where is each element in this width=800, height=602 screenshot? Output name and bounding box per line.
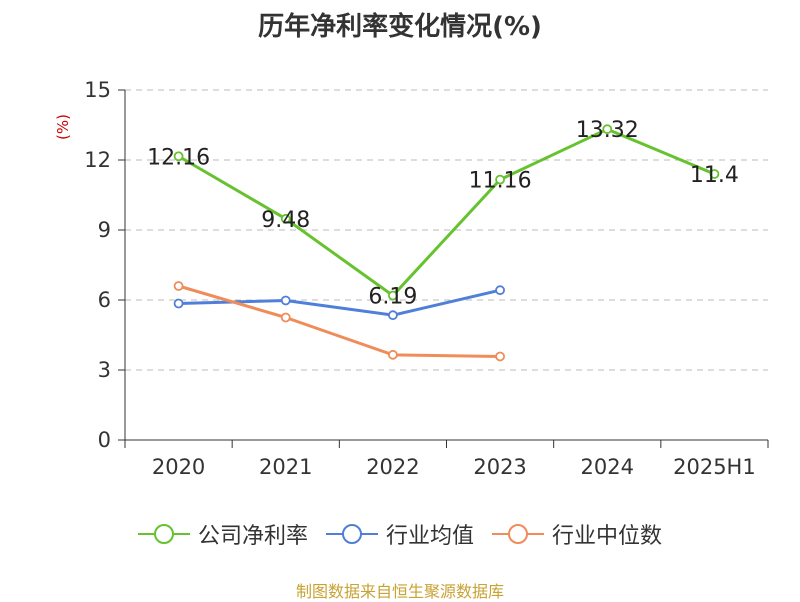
y-tick-label: 9 (98, 218, 111, 242)
source-note: 制图数据来自恒生聚源数据库 (295, 582, 504, 601)
y-tick-label: 15 (84, 78, 111, 102)
legend-item-company[interactable]: 公司净利率 (137, 518, 308, 550)
series-line-industry_avg (178, 288, 501, 317)
legend-marker-icon (325, 524, 378, 544)
data-label: 9.48 (261, 208, 310, 233)
data-point-industry_median (388, 349, 398, 360)
x-tick-label: 2024 (581, 455, 634, 479)
data-point-company (495, 174, 505, 185)
data-point-industry_avg (388, 310, 398, 321)
data-label: 6.19 (368, 285, 417, 310)
data-labels: 12.16 9.48 6.19 11.16 13.32 11.4 (147, 118, 739, 309)
series-lines (173, 124, 720, 362)
data-point-industry_median (173, 281, 184, 291)
legend-circle (341, 524, 362, 544)
series-line-industry_median (178, 284, 501, 358)
x-tick-label: 2021 (259, 455, 312, 479)
legend-label: 行业中位数 (552, 524, 663, 549)
y-axis-label: (%) (54, 114, 72, 140)
x-tick-label: 2023 (473, 455, 526, 479)
data-point-company (173, 151, 184, 162)
axes: 0 3 6 9 12 15 (%) 2020 2021 2022 2023 2024 2025H1 (54, 78, 769, 479)
legend-item-industry_avg[interactable]: 行业均值 (325, 518, 474, 550)
legend: 公司净利率 行业均值 行业中位数 (0, 518, 800, 550)
legend-marker-icon (137, 524, 190, 544)
data-point-industry_avg (495, 285, 505, 296)
y-tick-label: 0 (98, 428, 111, 452)
data-label: 12.16 (147, 145, 210, 170)
data-point-company (388, 290, 398, 301)
legend-circle (508, 524, 528, 544)
data-label: 13.32 (576, 118, 639, 143)
chart-title: 历年净利率变化情况(%) (258, 12, 542, 42)
grid-lines (125, 89, 768, 371)
y-tick-label: 3 (98, 358, 111, 382)
y-tick-label: 12 (84, 148, 111, 172)
data-point-company (280, 213, 291, 224)
data-point-industry_avg (173, 298, 184, 309)
x-tick-label: 2025H1 (673, 455, 756, 479)
data-label: 11.4 (690, 163, 739, 188)
legend-label: 公司净利率 (197, 524, 308, 549)
x-tick-label: 2022 (366, 455, 419, 479)
legend-marker-icon (492, 524, 544, 544)
data-point-industry_median (280, 312, 291, 323)
legend-label: 行业均值 (385, 524, 474, 549)
legend-item-industry_median[interactable]: 行业中位数 (492, 518, 662, 550)
data-point-industry_avg (280, 295, 291, 306)
x-tick-label: 2020 (152, 455, 205, 479)
y-tick-label: 6 (98, 288, 111, 312)
data-point-industry_median (495, 351, 505, 362)
data-point-company (709, 169, 720, 179)
series-line-company (177, 127, 715, 298)
data-label: 11.16 (469, 169, 532, 194)
data-point-company (602, 124, 613, 135)
legend-circle (153, 524, 174, 544)
